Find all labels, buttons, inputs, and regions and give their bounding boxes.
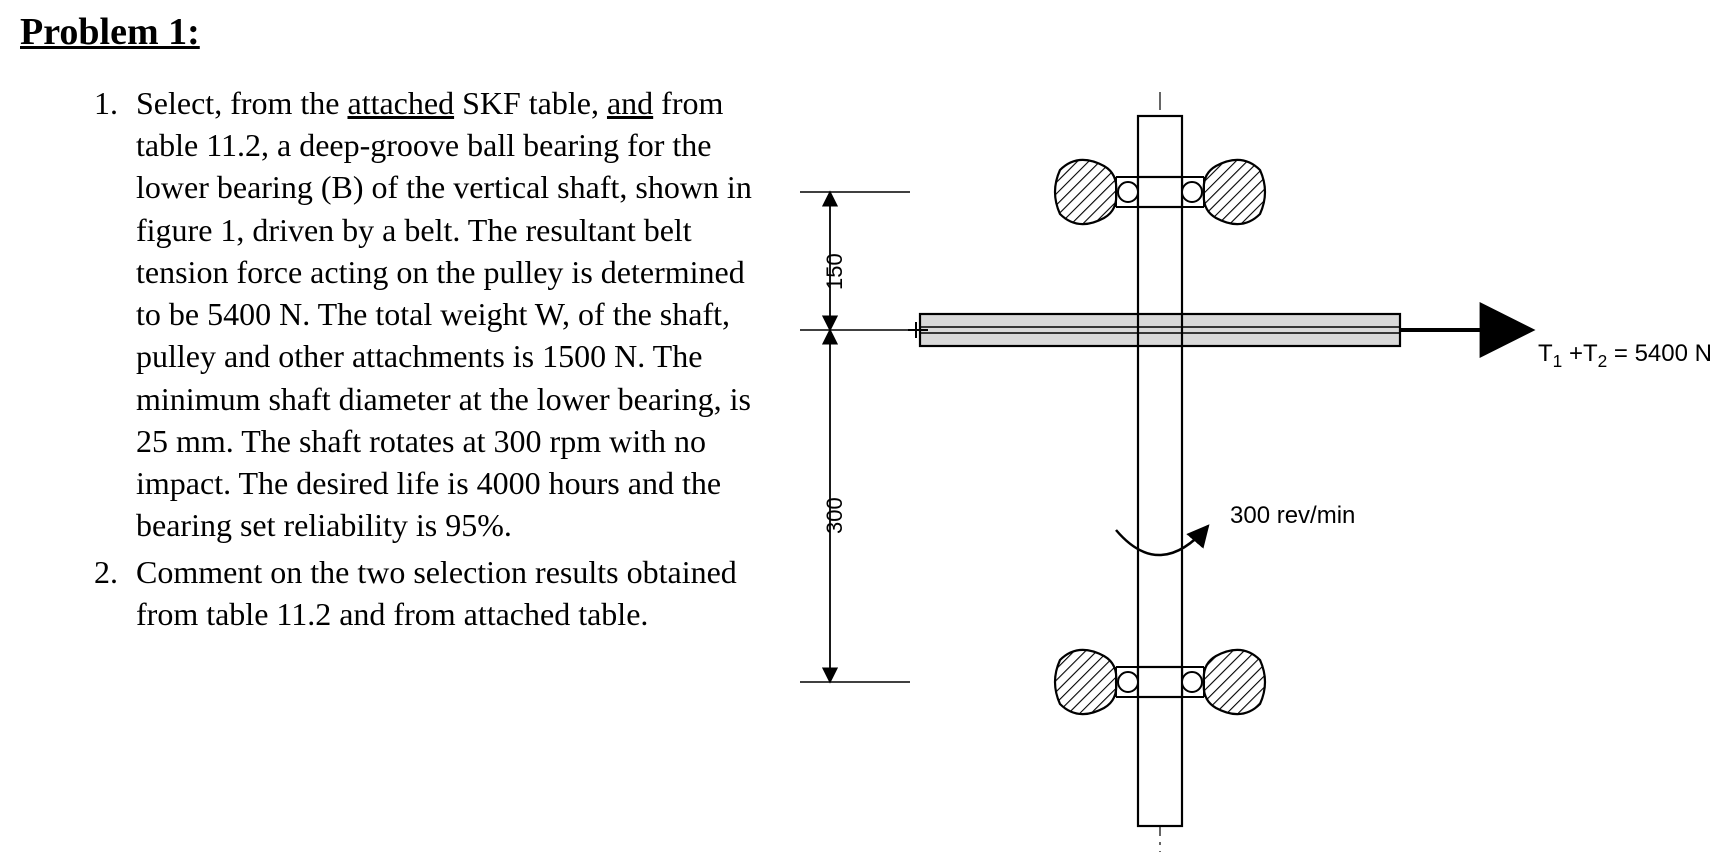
content-row: Select, from the attached SKF table, and… [20,82,1699,862]
item1-underline-2: and [607,85,653,121]
speed-label: 300 rev/min [1230,502,1355,530]
force-plus: +T [1562,340,1597,367]
force-sub2: 2 [1598,351,1608,371]
problem-item-2: Comment on the two selection results obt… [126,551,760,635]
problem-item-1: Select, from the attached SKF table, and… [126,82,760,547]
item2-text: Comment on the two selection results obt… [136,554,737,632]
item1-prefix: Select, from the [136,85,347,121]
force-eq: = 5400 N [1607,340,1712,367]
item1-mid1: SKF table, [454,85,607,121]
shaft-diagram [760,82,1660,862]
problem-heading: Problem 1: [20,10,1699,54]
figure-column: 150 300 T1 +T2 = 5400 N 300 rev/min [760,82,1699,862]
problem-text-column: Select, from the attached SKF table, and… [20,82,760,639]
force-sub1: 1 [1553,351,1563,371]
dimension-upper-label: 150 [822,253,848,290]
item1-rest: from table 11.2, a deep-groove ball bear… [136,85,752,543]
problem-list: Select, from the attached SKF table, and… [76,82,760,635]
dimension-lower-label: 300 [822,497,848,534]
force-label: T1 +T2 = 5400 N [1538,340,1712,372]
force-t1: T [1538,340,1553,367]
item1-underline-1: attached [347,85,454,121]
page: Problem 1: Select, from the attached SKF… [0,0,1719,855]
